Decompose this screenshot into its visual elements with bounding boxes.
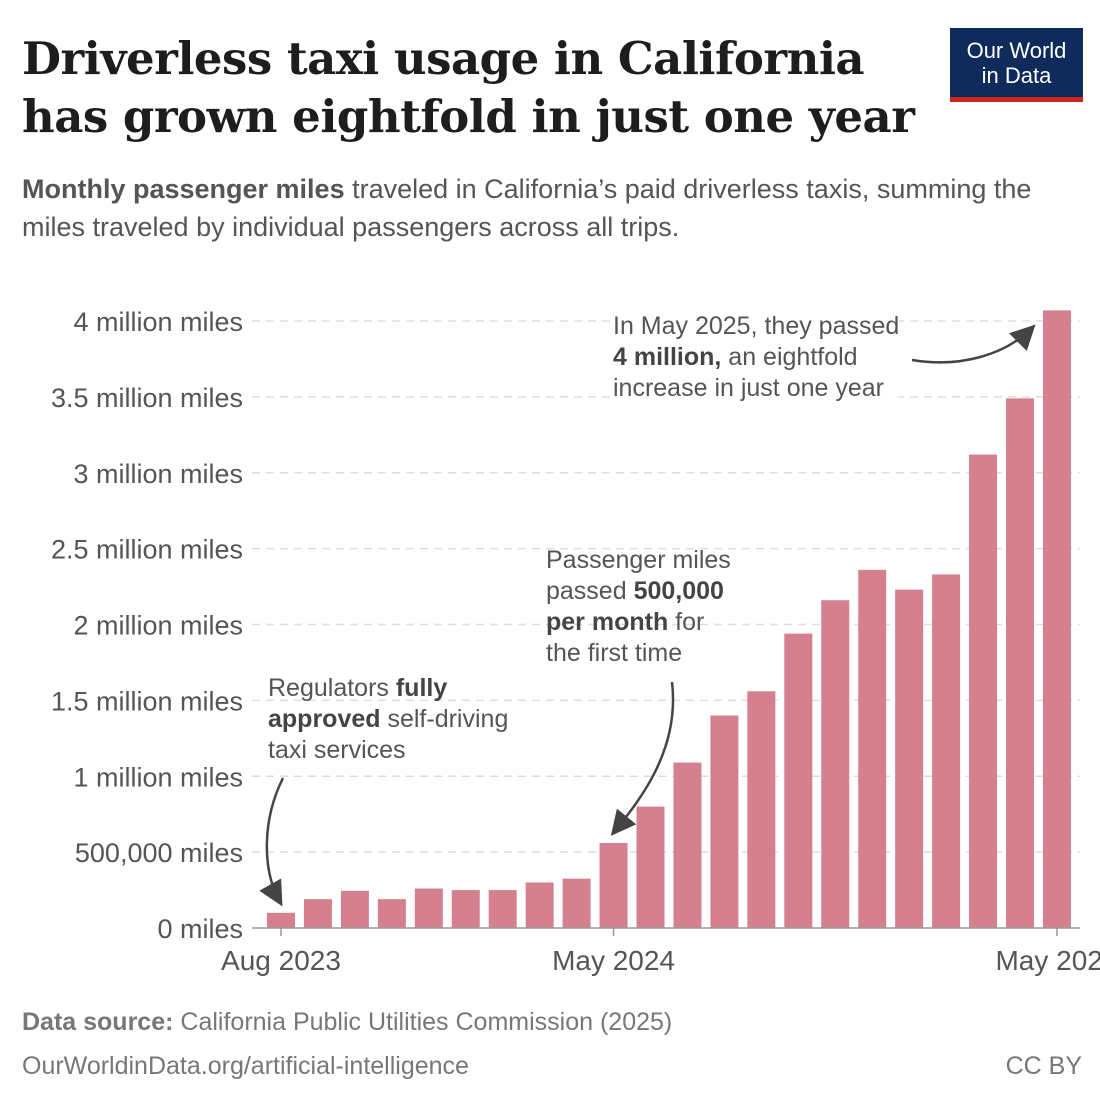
bar-aug-2024[interactable]	[710, 715, 739, 928]
bar-jul-2024[interactable]	[673, 762, 702, 928]
source-text: California Public Utilities Commission (…	[173, 1008, 673, 1036]
bar-nov-2023[interactable]	[377, 899, 406, 928]
y-tick-label: 0 miles	[157, 914, 243, 944]
ann-text: for	[668, 608, 705, 636]
annotation-4-million: In May 2025, they passed 4 million, an e…	[613, 311, 900, 404]
ann-text: Regulators	[268, 674, 396, 702]
bar-jun-2024[interactable]	[636, 806, 665, 928]
x-tick-label: May 2024	[552, 945, 675, 976]
bar-jan-2024[interactable]	[451, 890, 480, 928]
ann-text: taxi services	[268, 736, 406, 764]
logo-line2: in Data	[981, 63, 1052, 88]
bar-may-2024[interactable]	[599, 843, 628, 928]
ann-text: passed	[546, 577, 634, 605]
ann-text: increase in just one year	[613, 374, 884, 402]
license[interactable]: CC BY	[1005, 1052, 1082, 1080]
logo-line1: Our World	[966, 38, 1067, 63]
ann-bold: 4 million,	[613, 343, 722, 371]
y-tick-label: 3 million miles	[73, 459, 243, 489]
ann-text: Passenger miles	[546, 546, 731, 574]
source-url[interactable]: OurWorldinData.org/artificial-intelligen…	[22, 1052, 469, 1080]
bar-apr-2024[interactable]	[562, 878, 591, 928]
y-tick-label: 1.5 million miles	[51, 686, 243, 716]
bar-feb-2025[interactable]	[932, 574, 961, 928]
bar-aug-2023[interactable]	[267, 912, 295, 928]
subtitle-rest: traveled in California’s paid driverless…	[22, 174, 1032, 242]
bar-dec-2024[interactable]	[858, 569, 887, 928]
x-tick-label: May 2025	[995, 945, 1100, 976]
bar-dec-2023[interactable]	[414, 888, 443, 928]
data-source: Data source: California Public Utilities…	[22, 1008, 672, 1037]
annotation-500k: Passenger miles passed 500,000 per month…	[546, 545, 731, 669]
ann-text: an eightfold	[721, 343, 858, 371]
bar-mar-2025[interactable]	[969, 454, 998, 928]
bar-feb-2024[interactable]	[488, 890, 517, 928]
bar-apr-2025[interactable]	[1006, 398, 1034, 929]
annotation-arrow-2	[610, 681, 675, 836]
annotation-regulators: Regulators fully approved self-driving t…	[268, 673, 508, 766]
bar-sep-2023[interactable]	[303, 899, 332, 928]
chart-title: Driverless taxi usage in California has …	[22, 32, 915, 143]
source-label: Data source:	[22, 1008, 174, 1036]
bar-oct-2024[interactable]	[784, 633, 813, 928]
owid-logo[interactable]: Our World in Data	[950, 28, 1083, 102]
ann-text: In May 2025, they passed	[613, 312, 900, 340]
bar-mar-2024[interactable]	[525, 882, 554, 928]
ann-text: the first time	[546, 639, 683, 667]
bar-oct-2023[interactable]	[340, 890, 369, 928]
ann-bold: approved	[268, 705, 381, 733]
chart-subtitle: Monthly passenger miles traveled in Cali…	[22, 170, 1072, 246]
y-tick-label: 2.5 million miles	[51, 535, 243, 565]
y-tick-label: 4 million miles	[73, 307, 243, 337]
annotation-arrow-3	[911, 324, 1036, 364]
ann-bold: fully	[395, 674, 448, 702]
ann-bold: 500,000	[633, 577, 724, 605]
bar-may-2025[interactable]	[1042, 310, 1071, 928]
bar-sep-2024[interactable]	[747, 691, 776, 928]
bar-jan-2025[interactable]	[895, 589, 924, 928]
subtitle-bold: Monthly passenger miles	[22, 174, 345, 204]
bar-nov-2024[interactable]	[821, 600, 850, 928]
y-tick-label: 2 million miles	[73, 611, 243, 641]
annotation-arrow-1	[259, 777, 285, 907]
y-tick-label: 500,000 miles	[75, 838, 243, 868]
ann-text: self-driving	[380, 705, 509, 733]
x-tick-label: Aug 2023	[221, 945, 341, 976]
y-tick-label: 3.5 million miles	[51, 383, 243, 413]
ann-bold: per month	[546, 608, 669, 636]
y-tick-label: 1 million miles	[73, 762, 243, 792]
